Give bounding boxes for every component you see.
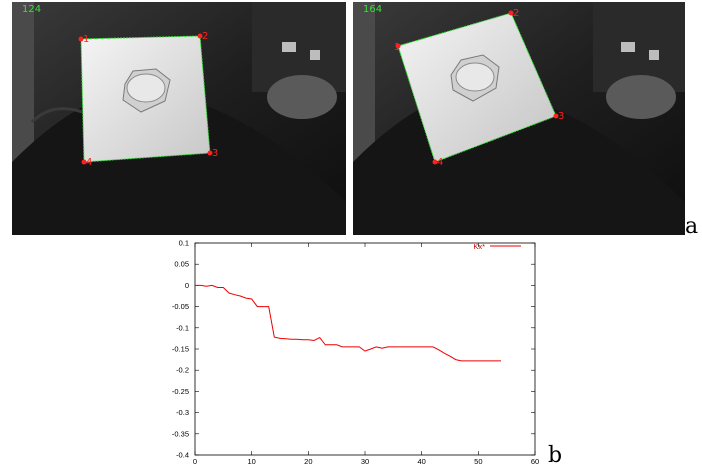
y-tick-label: -0.4 [176, 451, 189, 460]
corner-marker-4 [81, 159, 87, 165]
x-tick-label: 0 [193, 457, 197, 466]
x-tick-label: 60 [531, 457, 539, 466]
corner-label-1: 1 [83, 34, 89, 45]
plot-frame [194, 242, 536, 456]
corner-marker-4 [432, 159, 438, 165]
corner-marker-1 [395, 43, 401, 49]
corner-label-4: 4 [86, 157, 92, 168]
x-tick-label: 10 [247, 457, 255, 466]
corner-label-1: 1 [394, 42, 400, 53]
legend-label: Kx* [473, 242, 485, 251]
series-line-kx [195, 284, 501, 362]
panel-label-b: b [548, 443, 563, 468]
y-tick-label: -0.1 [176, 323, 189, 332]
corner-marker-3 [553, 113, 559, 119]
y-tick-label: -0.25 [172, 387, 189, 396]
x-tick-label: 20 [304, 457, 312, 466]
panel-label-a: a [685, 214, 699, 239]
x-tick-label: 30 [361, 457, 369, 466]
frame-number: 164 [363, 4, 383, 15]
camera-frame-2: 1 2 3 4 164 [353, 2, 685, 235]
y-tick-label: -0.35 [172, 429, 189, 438]
corner-marker-1 [78, 36, 84, 42]
y-tick-label: -0.05 [172, 302, 189, 311]
x-tick-label: 40 [417, 457, 425, 466]
y-tick-label: 0.05 [174, 260, 189, 269]
frame-1-scene: 1 2 3 4 [12, 2, 346, 235]
frame-number: 124 [22, 4, 42, 15]
corner-label-3: 3 [212, 148, 218, 159]
corner-label-4: 4 [437, 157, 443, 168]
x-tick-label: 50 [474, 457, 482, 466]
corner-label-2: 2 [513, 8, 519, 19]
corner-label-2: 2 [202, 31, 208, 42]
frame-2-scene: 1 2 3 4 [353, 2, 685, 235]
y-tick-label: 0 [185, 281, 189, 290]
corner-label-3: 3 [558, 111, 564, 122]
camera-frame-1: 1 2 3 4 124 [12, 2, 346, 235]
y-tick-label: 0.1 [179, 239, 189, 248]
kx-line-chart: 0.1 0.05 0 -0.05 -0.1 -0.15 -0.2 -0.25 -0.3 -0.35… [172, 239, 539, 467]
y-tick-label: -0.15 [172, 345, 189, 354]
y-tick-label: -0.2 [176, 366, 189, 375]
corner-marker-2 [508, 10, 514, 16]
corner-marker-2 [197, 33, 203, 39]
corner-marker-3 [207, 150, 213, 156]
y-tick-label: -0.3 [176, 408, 189, 417]
